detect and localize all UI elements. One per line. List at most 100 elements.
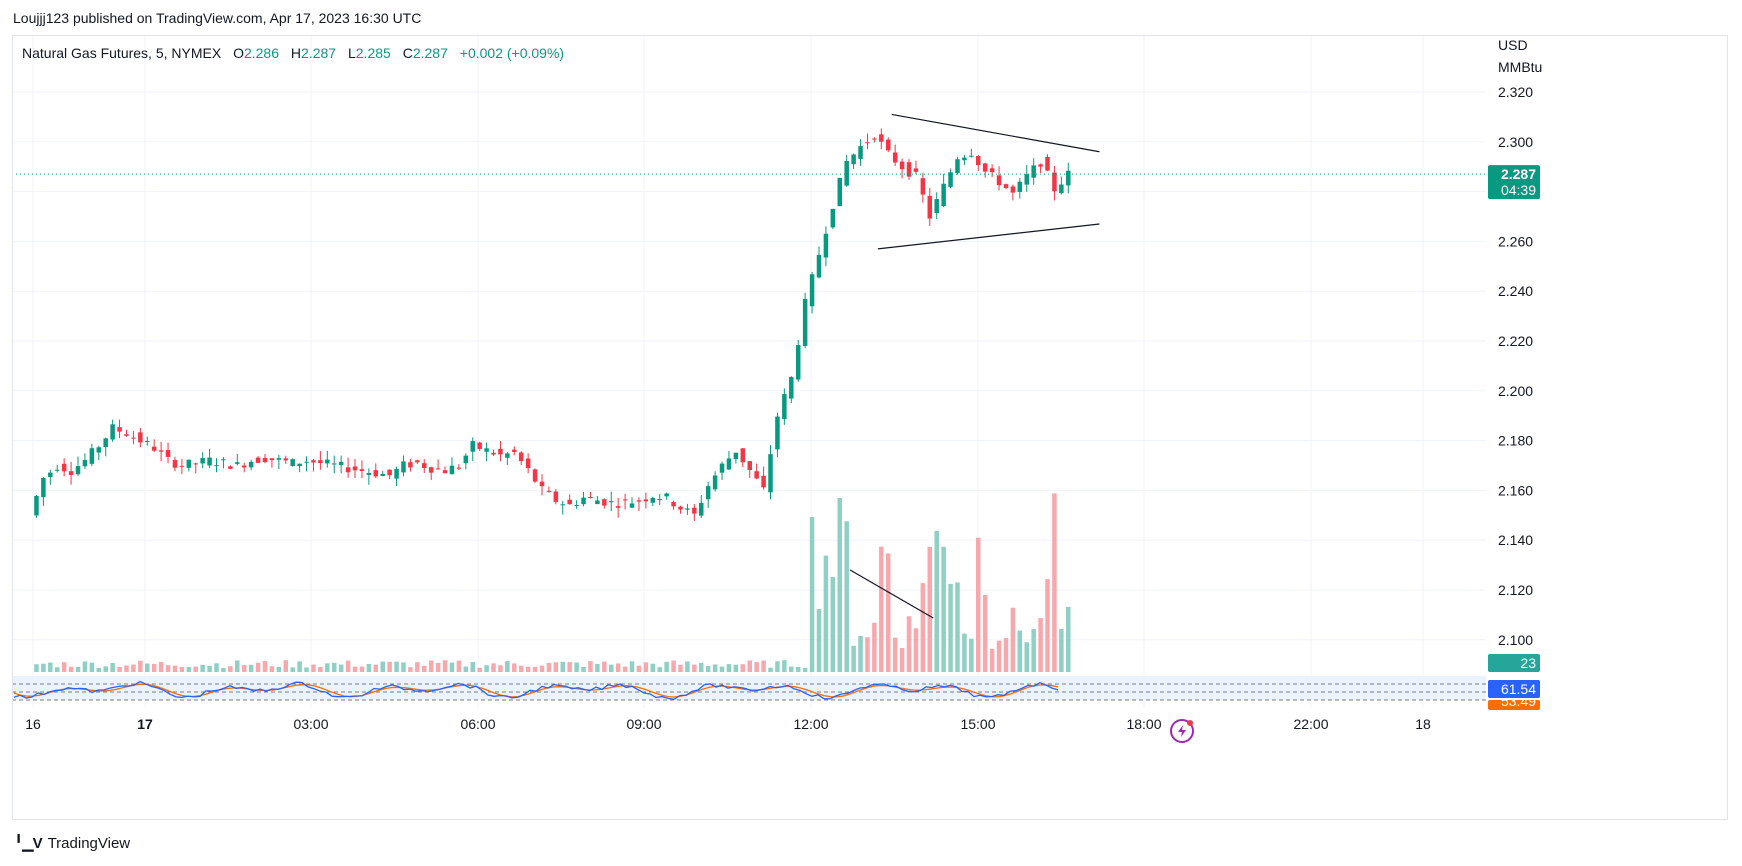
candle-body — [387, 469, 392, 476]
volume-bar — [96, 667, 102, 672]
volume-bar — [989, 648, 995, 672]
volume-bar — [976, 537, 981, 672]
candle-body — [380, 473, 385, 476]
volume-bar — [608, 664, 614, 672]
candle-body — [899, 161, 905, 170]
volume-bar — [428, 660, 434, 672]
volume-bar — [394, 661, 399, 672]
candle-body — [269, 458, 275, 461]
candle-body — [41, 477, 46, 498]
candle-body — [1066, 170, 1071, 186]
candle-body — [1010, 186, 1016, 193]
candle-body — [1038, 164, 1043, 167]
volume-bar — [484, 665, 489, 672]
volume-bars — [34, 493, 1071, 672]
time-axis[interactable]: 16 17 03:00 06:00 09:00 12:00 15:00 18:00 22:00 1… — [25, 716, 1431, 732]
candle-body — [539, 481, 545, 487]
time-tick-label: 18 — [1415, 716, 1431, 732]
time-tick-label: 12:00 — [793, 716, 828, 732]
volume-bar — [124, 665, 129, 672]
candle-body — [775, 416, 780, 450]
candle-body — [1003, 184, 1009, 189]
volume-bar — [325, 663, 330, 672]
volume-bar — [560, 661, 566, 672]
candle-body — [740, 448, 746, 463]
candle-body — [165, 450, 171, 457]
candle-body — [754, 471, 759, 479]
symbol-legend[interactable]: Natural Gas Futures, 5, NYMEX O2.286 H2.… — [22, 45, 564, 61]
volume-bar — [809, 517, 815, 672]
candle-body — [110, 424, 115, 440]
alert-icon[interactable] — [1170, 719, 1194, 743]
volume-bar — [248, 664, 254, 672]
volume-bar — [775, 661, 780, 672]
volume-bar — [61, 662, 67, 672]
candle-body — [837, 177, 843, 207]
volume-bar — [595, 663, 600, 672]
candle-body — [636, 500, 642, 502]
candle-body — [138, 432, 143, 443]
time-tick-label: 16 — [25, 716, 41, 732]
volume-bar — [380, 661, 385, 672]
candle-body — [885, 139, 891, 151]
volume-bar — [512, 663, 517, 672]
candle-body — [615, 506, 621, 508]
price-tick-label: 2.120 — [1498, 582, 1533, 598]
candle-body — [145, 440, 150, 442]
volume-bar — [657, 667, 662, 672]
volume-bar — [345, 660, 351, 672]
volume-bar — [408, 667, 413, 672]
candle-body — [865, 142, 870, 144]
volume-bar — [712, 664, 718, 672]
time-tick-label: 03:00 — [293, 716, 328, 732]
candle-body — [705, 486, 711, 500]
footer-brand[interactable]: ╹▁V TradingView — [14, 834, 131, 853]
candle-body — [276, 458, 282, 460]
candle-body — [325, 459, 330, 464]
candle-body — [920, 178, 926, 195]
volume-bar — [844, 521, 849, 672]
volume-bar — [442, 660, 448, 672]
volume-bar — [837, 497, 843, 672]
candle-body — [318, 460, 323, 464]
candle-body — [345, 467, 351, 473]
time-tick-label: 22:00 — [1293, 716, 1328, 732]
candle-body — [449, 465, 455, 475]
candle-body — [532, 469, 538, 482]
volume-bar — [726, 664, 732, 672]
volume-bar — [816, 609, 822, 672]
candle-body — [456, 467, 462, 469]
candle-body — [830, 208, 836, 228]
volume-bar — [754, 662, 759, 672]
candle-body — [581, 497, 586, 505]
candle-body — [872, 138, 877, 140]
low-label: L — [347, 45, 356, 61]
volume-bar — [719, 666, 725, 672]
candle-body — [560, 504, 566, 506]
candle-body — [622, 499, 628, 501]
candle-body — [96, 447, 102, 453]
candle-body — [207, 457, 212, 466]
candle-body — [415, 460, 420, 463]
candle-body — [422, 463, 427, 468]
price-tick-label: 2.180 — [1498, 433, 1533, 449]
candle-body — [816, 254, 822, 278]
volume-bar — [110, 663, 115, 672]
price-tick-label: 2.260 — [1498, 233, 1533, 249]
volume-bar — [435, 662, 441, 672]
volume-bar — [1017, 630, 1023, 672]
open-label: O — [233, 45, 244, 61]
candle-body — [512, 449, 517, 452]
price-tick-label: 2.240 — [1498, 283, 1533, 299]
candle-body — [976, 156, 981, 166]
candle-body — [927, 195, 933, 219]
candle-body — [1059, 184, 1064, 194]
volume-bar — [934, 530, 939, 672]
price-tick-label: 2.160 — [1498, 482, 1533, 498]
volume-bar — [858, 636, 863, 672]
osc-tag-1-bg — [1488, 680, 1540, 698]
brand-name: TradingView — [47, 834, 131, 852]
volume-bar — [255, 662, 261, 672]
candle-body — [768, 454, 773, 493]
